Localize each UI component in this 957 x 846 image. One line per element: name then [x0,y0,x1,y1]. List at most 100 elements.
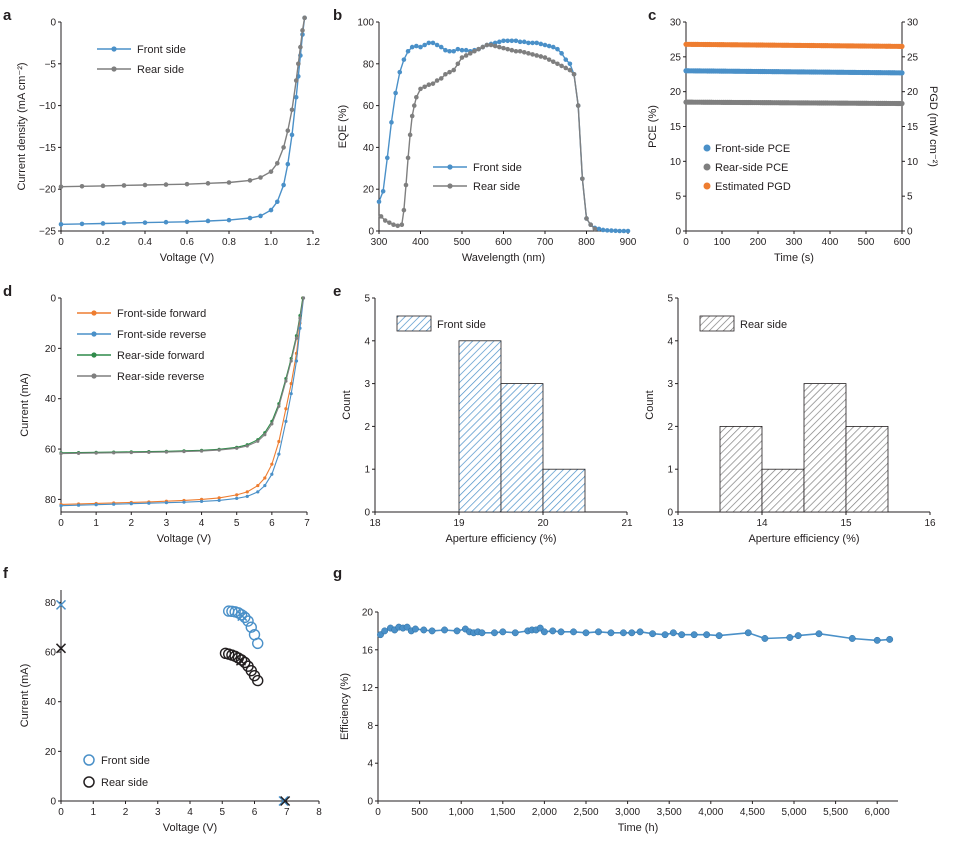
data-point [76,503,81,507]
data-point [79,183,85,189]
data-point [405,48,411,54]
legend-entry: Estimated PGD [715,181,791,193]
data-point [794,632,802,640]
data-point [247,178,253,183]
data-point [184,181,190,187]
data-point [270,462,274,466]
y-axis-title: Count [341,390,353,419]
panel-e-front-histogram: 18 19 20 21 0 1 2 3 4 5 Aperture efficiency (%) Cou… [341,294,633,546]
data-point [58,184,64,189]
data-point [378,214,384,219]
x-tick-label: 4,000 [698,807,723,818]
data-point [538,54,544,59]
data-point [270,472,274,476]
x-tick-label: 300 [786,237,803,248]
data-point [575,103,581,108]
data-point [451,67,457,73]
data-point [129,502,133,506]
y-tick-label: 0 [50,294,56,305]
x-tick-label: 700 [537,237,554,248]
data-point [459,47,465,53]
data-point [298,44,303,50]
x-tick-label: 500 [411,807,428,818]
data-point [275,199,280,205]
data-point [607,629,615,637]
y-axis-title: PCE (%) [647,105,659,148]
legend-entry: Front side [101,755,150,767]
data-point [112,451,116,455]
data-point [142,220,148,225]
data-point [542,42,548,48]
data-point [604,228,610,233]
x-tick-label: 0 [683,237,689,248]
y-tick-label: 8 [367,721,373,732]
data-point [411,103,417,108]
panel-label-d: d [3,283,12,300]
x-tick-label: 6 [269,518,275,529]
data-point [263,433,267,437]
data-point [256,483,260,488]
data-point [551,44,556,50]
data-point [277,452,281,456]
data-point [434,78,440,83]
x-tick-label: 400 [822,237,839,248]
data-point [182,500,186,504]
x-tick-label: 400 [412,237,429,248]
x-tick-label: 2,000 [532,807,557,818]
data-point [430,40,436,46]
x-axis-title: Wavelength (nm) [462,252,545,264]
data-point [511,629,519,637]
data-point [245,621,257,633]
data-point [391,222,396,228]
y-tick-label: 20 [45,344,57,355]
data-point [426,82,432,87]
data-point [258,213,263,219]
data-point [530,52,535,57]
legend-swatch-marker [83,754,95,766]
data-point [555,61,560,67]
data-point [256,490,260,494]
y-tick-label: −10 [39,101,56,112]
data-point [595,628,602,636]
x-tick-label: 4 [187,807,193,818]
data-point [567,67,573,73]
data-point [551,59,556,65]
panel-b-eqe: 300 400 500 600 700 800 900 0 20 40 60 80 100 Wavelen… [337,18,637,265]
panel-e-rear-histogram: 13 14 15 16 0 1 2 3 4 5 Aperture efficiency (%) Cou… [644,294,936,546]
data-point [79,221,85,227]
data-point [443,47,448,53]
x-tick-label: 0.8 [222,237,236,248]
data-point [294,359,299,363]
x-tick-label: 3,500 [657,807,682,818]
y-axis-title: Current (mA) [19,664,31,728]
x-tick-label: 900 [620,237,637,248]
series-line-0 [378,40,628,232]
y-tick-label: 5 [667,294,673,305]
data-point [661,631,669,639]
panel-g-long-term: 0 500 1,000 1,500 2,000 2,500 3,000 3,500 4,000 4… [339,608,898,834]
data-point [401,207,407,213]
data-point [268,207,274,213]
data-point [395,223,400,229]
data-point [407,132,413,138]
x-tick-label: 6,000 [865,807,890,818]
data-point [263,483,267,488]
data-point [521,39,527,45]
data-point [258,175,263,180]
data-point [296,61,301,67]
data-point [559,63,564,69]
x-tick-label: 16 [924,518,936,529]
y2-tick-label: 25 [907,52,919,63]
data-point [199,449,204,453]
data-point [199,499,204,504]
legend-swatch-marker [447,164,453,170]
data-point [76,451,81,455]
data-point [557,628,565,636]
data-point [414,94,419,100]
data-point [235,609,248,621]
y-tick-label: 60 [45,648,57,659]
data-point [252,637,264,650]
y-tick-label: −25 [39,227,56,238]
data-point [499,628,507,636]
data-point [848,635,856,642]
